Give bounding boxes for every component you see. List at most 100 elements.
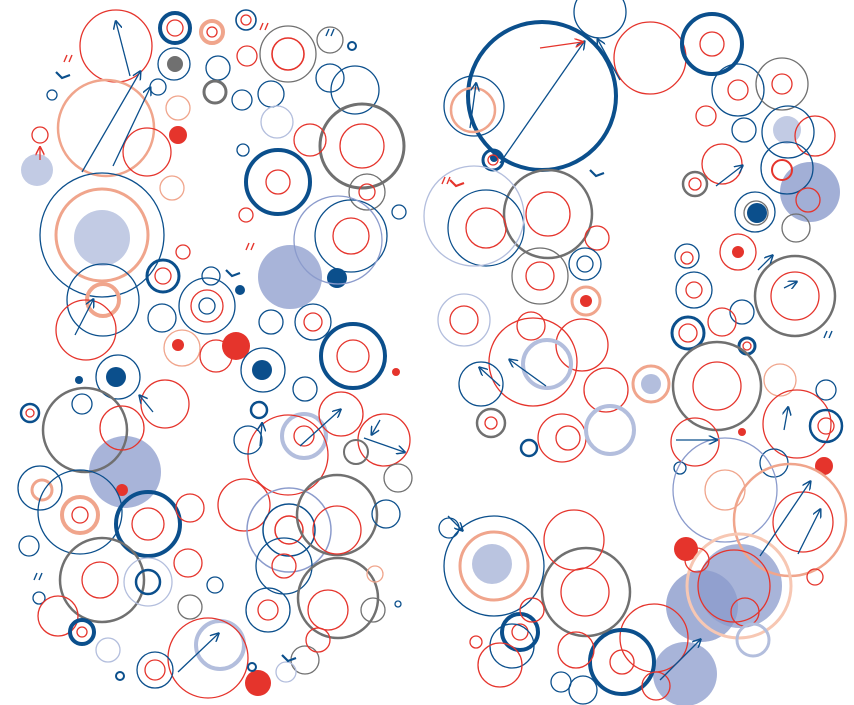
ring	[56, 78, 156, 178]
arrow	[598, 40, 621, 81]
ring	[315, 63, 345, 93]
ring	[675, 271, 713, 309]
ring	[458, 361, 504, 407]
ring	[681, 170, 709, 198]
ring	[808, 408, 844, 444]
filled-disc	[116, 484, 128, 496]
ring	[584, 225, 610, 251]
arrow	[757, 256, 772, 271]
ring	[521, 338, 573, 390]
arrow	[112, 88, 150, 167]
ring	[76, 626, 88, 638]
ring	[271, 37, 305, 71]
ring	[247, 414, 329, 496]
ring	[330, 65, 380, 115]
ring	[763, 363, 797, 397]
ring	[755, 57, 809, 111]
digit-9-glyph	[423, 0, 848, 705]
arrow	[510, 360, 547, 387]
ring	[557, 631, 595, 669]
ring	[144, 659, 166, 681]
ring	[257, 80, 285, 108]
ring	[294, 303, 332, 341]
ring	[734, 191, 776, 233]
ring	[292, 376, 318, 402]
ring	[383, 463, 413, 493]
arrow	[759, 482, 810, 557]
ring	[469, 635, 483, 649]
ring	[114, 490, 182, 558]
filled-disc	[732, 246, 744, 258]
ring	[465, 207, 507, 249]
chevron	[225, 269, 241, 278]
ring	[729, 299, 755, 325]
ring	[149, 78, 167, 96]
arrow	[715, 166, 742, 187]
ring	[458, 530, 530, 602]
ring	[502, 168, 594, 260]
ring	[673, 461, 687, 475]
ring	[678, 323, 698, 343]
ring	[360, 597, 386, 623]
ring	[260, 105, 294, 139]
filled-disc	[392, 368, 400, 376]
ring	[525, 261, 555, 291]
ring	[271, 553, 297, 579]
ring	[568, 675, 598, 705]
ring	[190, 289, 224, 323]
ring	[231, 89, 253, 111]
ring	[244, 148, 312, 216]
ring	[318, 391, 364, 437]
ring	[684, 547, 710, 573]
arrow	[447, 515, 462, 530]
arrow	[363, 437, 404, 452]
ring	[280, 412, 328, 460]
ring	[198, 297, 216, 315]
ring	[555, 425, 581, 451]
ring	[71, 393, 93, 415]
ring	[46, 89, 58, 101]
filled-disc	[580, 295, 592, 307]
ring	[443, 515, 545, 617]
arrow	[81, 72, 140, 173]
arrow	[116, 22, 131, 77]
ring	[487, 154, 499, 166]
ring	[815, 379, 837, 401]
ring	[81, 561, 119, 599]
ring	[511, 623, 529, 641]
ring	[560, 567, 610, 617]
ring	[488, 317, 578, 407]
arrow	[299, 410, 340, 447]
ring	[609, 649, 635, 675]
ring	[217, 478, 271, 532]
chevron	[281, 654, 297, 663]
tick-mark	[259, 22, 269, 31]
ring	[339, 123, 385, 169]
ring	[674, 243, 700, 269]
filled-disc	[245, 670, 271, 696]
arrow	[499, 42, 584, 164]
ring	[30, 478, 54, 502]
ring	[173, 548, 203, 578]
ring	[423, 165, 525, 267]
ring	[235, 9, 257, 31]
chevron	[55, 71, 71, 80]
ring	[477, 642, 523, 688]
ring	[32, 591, 46, 605]
filled-disc	[222, 332, 250, 360]
ring	[140, 379, 190, 429]
ring	[695, 105, 717, 127]
ring	[447, 189, 525, 267]
ring	[147, 303, 177, 333]
ring	[437, 293, 491, 347]
ring	[257, 599, 279, 621]
arrow	[797, 510, 820, 555]
arrow	[177, 634, 218, 673]
ring	[394, 600, 402, 608]
ring	[680, 251, 694, 265]
ring	[238, 207, 254, 223]
ring	[122, 127, 172, 177]
ring	[178, 277, 236, 335]
ring	[550, 671, 572, 693]
